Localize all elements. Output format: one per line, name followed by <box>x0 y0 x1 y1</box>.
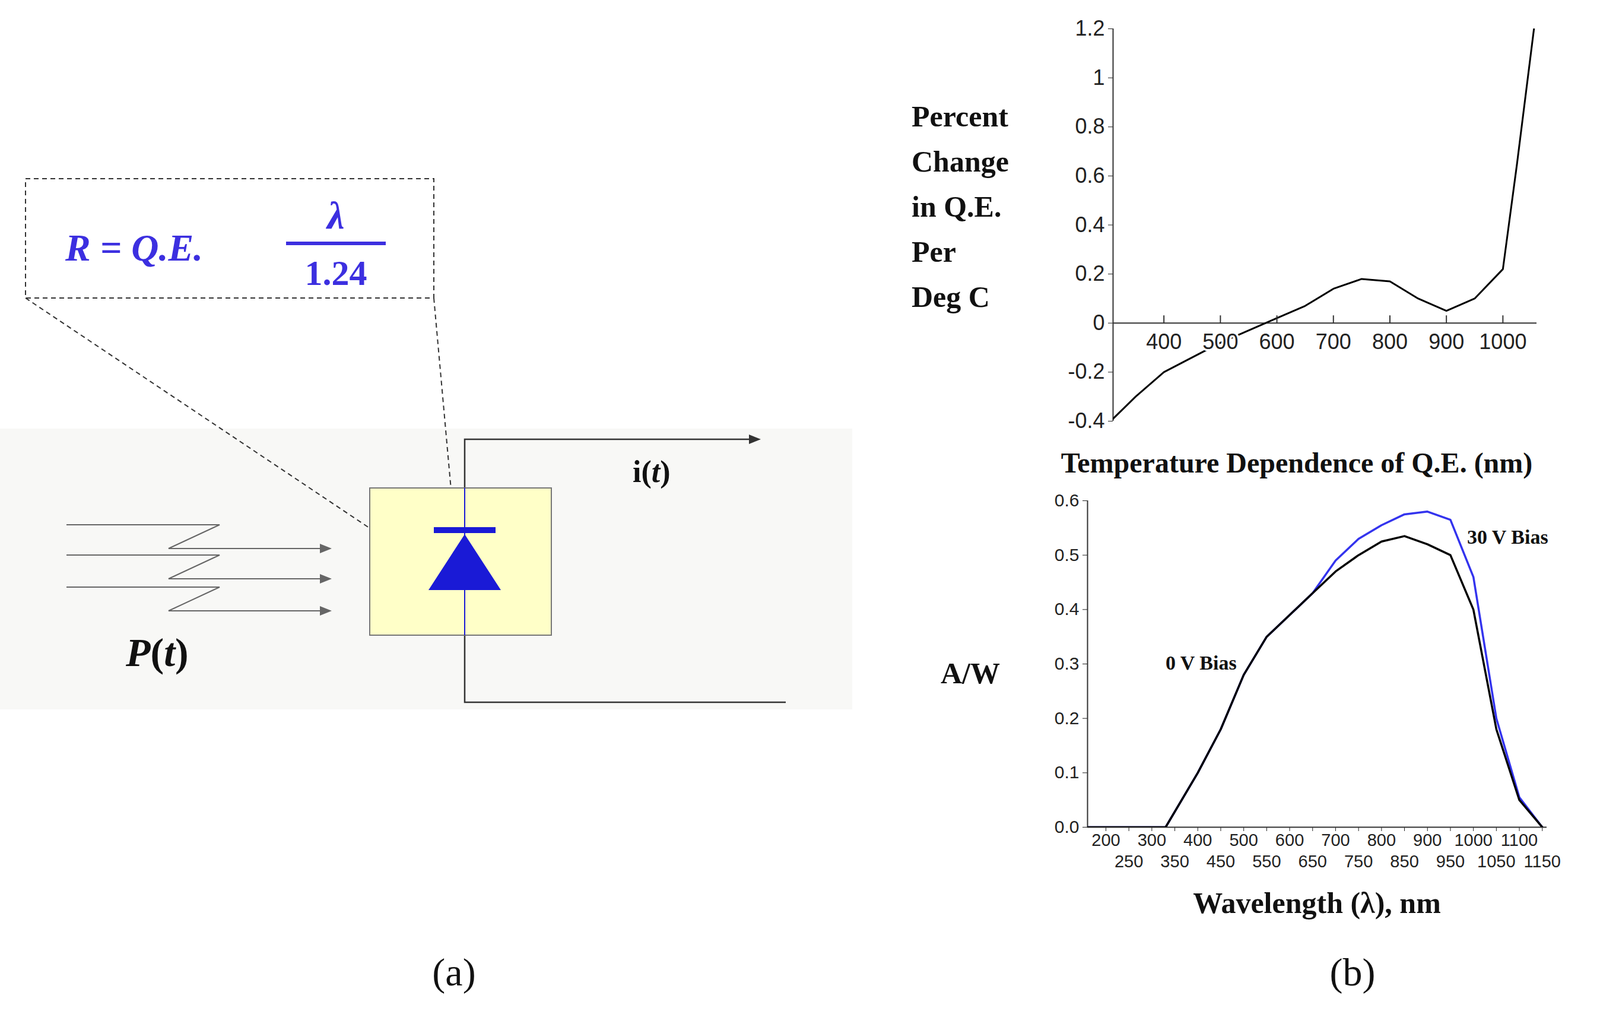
svg-text:1: 1 <box>1092 65 1105 90</box>
svg-text:700: 700 <box>1321 830 1350 850</box>
svg-text:1000: 1000 <box>1478 329 1527 354</box>
svg-text:i(t): i(t) <box>632 454 671 490</box>
svg-text:250: 250 <box>1114 851 1144 871</box>
svg-text:600: 600 <box>1259 329 1295 354</box>
svg-text:700: 700 <box>1315 329 1352 354</box>
svg-text:0 V Bias: 0 V Bias <box>1165 651 1237 674</box>
svg-text:0.8: 0.8 <box>1074 113 1105 139</box>
svg-text:0.2: 0.2 <box>1074 261 1105 286</box>
svg-text:0.4: 0.4 <box>1074 212 1105 237</box>
svg-text:350: 350 <box>1160 851 1189 871</box>
svg-text:300: 300 <box>1137 830 1167 850</box>
html-text:Wavelength (λ), nm: Wavelength (λ), nm <box>1192 886 1441 920</box>
svg-text:λ: λ <box>325 193 345 237</box>
svg-text:1.24: 1.24 <box>305 253 368 293</box>
svg-text:400: 400 <box>1183 830 1212 850</box>
svg-text:400: 400 <box>1145 329 1182 354</box>
svg-text:0.4: 0.4 <box>1054 598 1080 619</box>
svg-text:950: 950 <box>1436 851 1465 871</box>
svg-text:800: 800 <box>1367 830 1396 850</box>
svg-text:1000: 1000 <box>1454 830 1493 850</box>
svg-text:600: 600 <box>1275 830 1304 850</box>
svg-text:0.1: 0.1 <box>1054 762 1080 782</box>
svg-text:750: 750 <box>1344 851 1373 871</box>
svg-text:450: 450 <box>1206 851 1236 871</box>
svg-text:0.2: 0.2 <box>1054 708 1080 728</box>
svg-text:R = Q.E.: R = Q.E. <box>64 226 203 269</box>
svg-text:0.0: 0.0 <box>1054 816 1080 837</box>
svg-text:1.2: 1.2 <box>1074 16 1105 41</box>
svg-text:500: 500 <box>1202 329 1238 354</box>
svg-text:900: 900 <box>1413 830 1442 850</box>
svg-text:-0.4: -0.4 <box>1067 408 1105 433</box>
html-text:A/W: A/W <box>940 656 1000 690</box>
svg-text:0.6: 0.6 <box>1074 163 1105 188</box>
svg-text:650: 650 <box>1298 851 1328 871</box>
html-text:Temperature Dependence of Q.E.: Temperature Dependence of Q.E. (nm) <box>1060 446 1533 479</box>
svg-text:1050: 1050 <box>1477 851 1516 871</box>
svg-text:900: 900 <box>1428 329 1465 354</box>
svg-text:0: 0 <box>1092 310 1105 335</box>
svg-text:1100: 1100 <box>1500 830 1538 850</box>
svg-text:1150: 1150 <box>1524 851 1561 871</box>
svg-text:850: 850 <box>1389 851 1419 871</box>
svg-text:500: 500 <box>1229 830 1258 850</box>
svg-text:800: 800 <box>1372 329 1408 354</box>
html-text:Percent Change in Q.E. Per Deg: Percent Change in Q.E. Per Deg C <box>911 99 1009 314</box>
svg-text:-0.2: -0.2 <box>1067 359 1105 384</box>
svg-text:0.5: 0.5 <box>1054 544 1080 565</box>
svg-text:(b): (b) <box>1329 950 1376 995</box>
svg-text:P(t): P(t) <box>125 629 189 675</box>
svg-text:30 V Bias: 30 V Bias <box>1467 525 1549 548</box>
svg-text:(a): (a) <box>432 950 476 995</box>
svg-text:0.6: 0.6 <box>1054 490 1080 510</box>
svg-text:550: 550 <box>1252 851 1281 871</box>
svg-text:0.3: 0.3 <box>1054 653 1080 673</box>
svg-text:200: 200 <box>1091 830 1120 850</box>
